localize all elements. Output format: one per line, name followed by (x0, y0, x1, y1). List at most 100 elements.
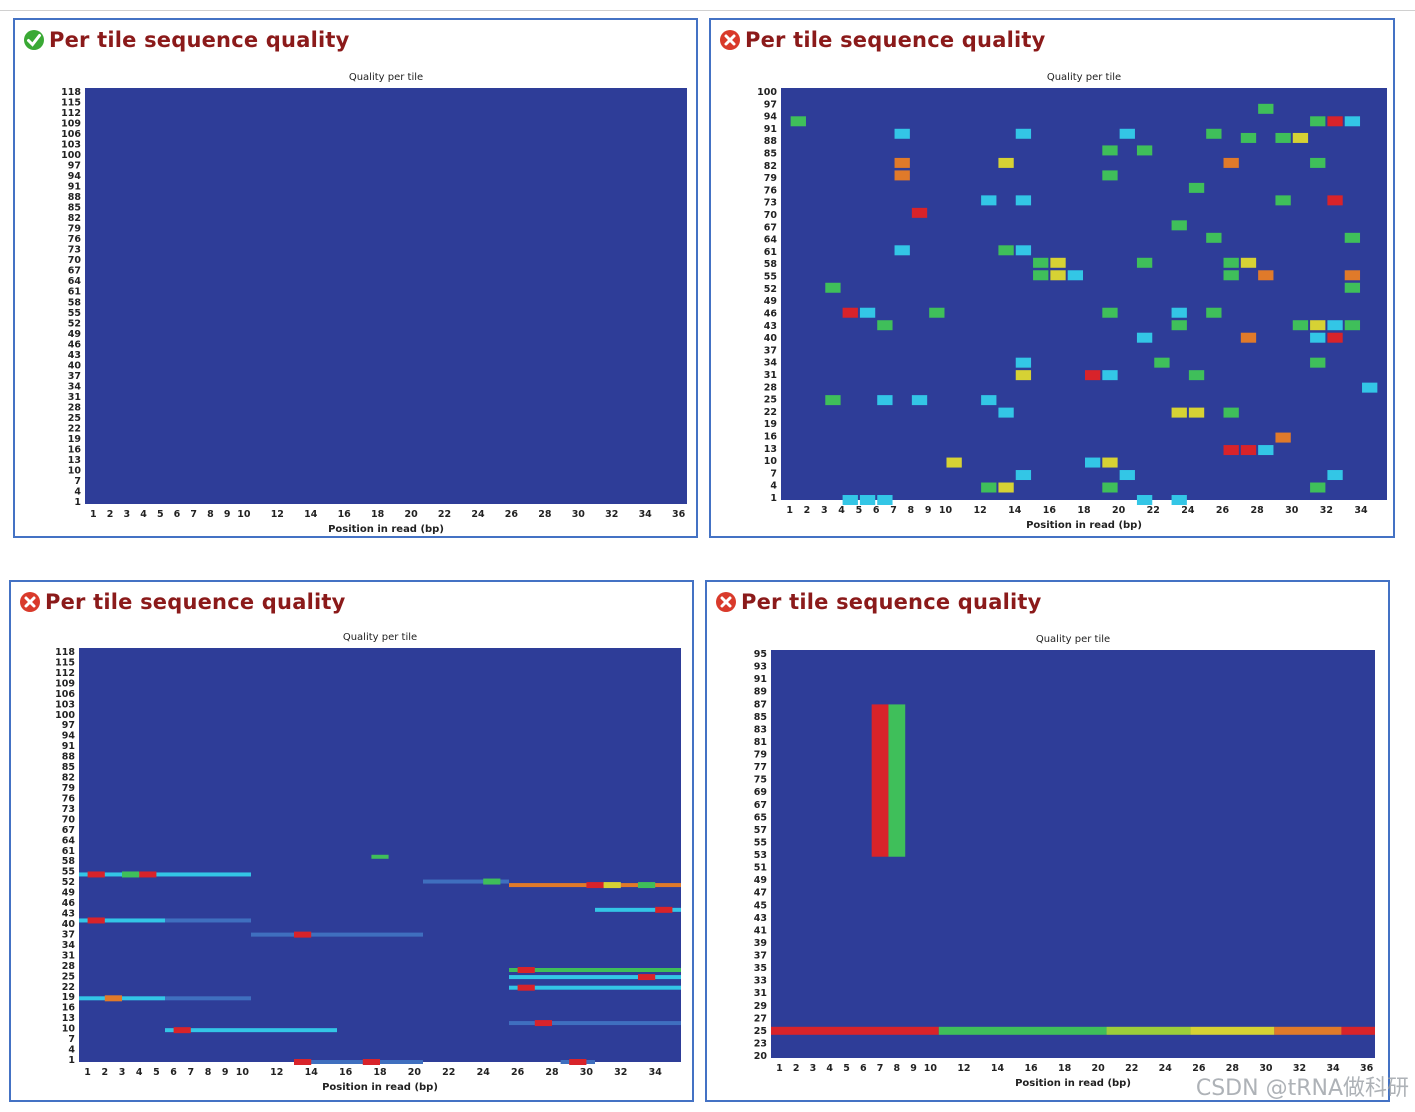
y-tick-label: 52 (68, 318, 81, 329)
y-tick-label: 51 (754, 863, 767, 874)
heat-cell (1119, 470, 1135, 481)
y-tick-label: 97 (764, 99, 777, 110)
y-tick-label: 25 (62, 971, 75, 982)
heat-cell (1223, 407, 1239, 418)
x-tick-label: 8 (207, 509, 214, 520)
x-tick-label: 32 (614, 1067, 627, 1078)
y-tick-label: 57 (754, 825, 767, 836)
y-tick-label: 40 (68, 360, 82, 371)
heat-band (509, 1021, 681, 1026)
y-tick-label: 88 (764, 136, 778, 147)
heat-cell (517, 967, 535, 973)
y-tick-label: 37 (62, 929, 75, 940)
y-tick-label: 76 (764, 185, 778, 196)
x-tick-label: 30 (1259, 1063, 1273, 1074)
y-tick-label: 79 (754, 750, 767, 761)
heat-cell (1085, 457, 1101, 468)
x-tick-label: 6 (174, 509, 181, 520)
y-tick-label: 31 (754, 988, 767, 999)
y-tick-label: 115 (55, 657, 75, 668)
panel-fail: Per tile sequence quality Quality per ti… (705, 580, 1390, 1102)
panel-header: Per tile sequence quality (19, 590, 346, 614)
y-tick-label: 43 (754, 913, 767, 924)
heat-cell (1258, 445, 1274, 456)
y-tick-label: 28 (68, 402, 82, 413)
x-tick-label: 2 (804, 505, 811, 516)
y-tick-label: 61 (62, 846, 75, 857)
heat-cell (1275, 195, 1291, 206)
heatmap-area (771, 650, 1375, 1058)
heat-cell (998, 482, 1014, 493)
x-tick-label: 1 (786, 505, 793, 516)
y-tick-label: 39 (754, 938, 767, 949)
y-tick-label: 27 (754, 1013, 767, 1024)
heat-band (509, 975, 681, 980)
y-tick-label: 16 (68, 444, 82, 455)
heat-cell (1275, 432, 1291, 443)
x-tick-label: 18 (371, 509, 385, 520)
heat-cell (894, 128, 910, 139)
heatmap-area (781, 88, 1387, 500)
y-tick-label: 52 (764, 284, 777, 295)
y-tick-label: 94 (62, 731, 76, 742)
heat-cell (569, 1059, 587, 1065)
x-tick-label: 4 (826, 1063, 833, 1074)
heat-cell (1258, 103, 1274, 114)
heat-cell (1050, 257, 1066, 268)
x-tick-label: 28 (545, 1067, 559, 1078)
y-tick-label: 4 (74, 486, 81, 497)
heat-band (595, 907, 681, 912)
x-tick-label: 2 (107, 509, 114, 520)
heat-cell (1344, 116, 1361, 127)
y-tick-label: 103 (55, 699, 75, 710)
x-tick-label: 8 (894, 1063, 901, 1074)
x-tick-label: 4 (136, 1067, 143, 1078)
y-tick-label: 34 (68, 381, 82, 392)
y-tick-label: 46 (68, 339, 82, 350)
y-tick-label: 55 (754, 837, 767, 848)
x-tick-label: 4 (140, 509, 147, 520)
x-tick-label: 9 (222, 1067, 229, 1078)
y-tick-label: 47 (754, 888, 767, 899)
y-tick-label: 25 (754, 1026, 767, 1037)
x-tick-label: 14 (1008, 505, 1022, 516)
heat-cell (1223, 257, 1239, 268)
y-tick-label: 85 (764, 149, 777, 160)
x-tick-label: 32 (1293, 1063, 1306, 1074)
heat-band (1274, 1026, 1342, 1035)
y-tick-label: 73 (68, 245, 81, 256)
heat-cell (1344, 270, 1361, 281)
heat-cell (362, 1059, 380, 1065)
heat-band (165, 918, 251, 923)
x-tick-label: 4 (838, 505, 845, 516)
heat-cell (877, 395, 893, 406)
heat-cell (294, 931, 312, 938)
y-tick-label: 16 (62, 1003, 76, 1014)
y-tick-label: 79 (62, 783, 75, 794)
y-tick-label: 64 (68, 276, 82, 287)
heat-cell (1102, 457, 1118, 468)
x-tick-label: 3 (821, 505, 828, 516)
chart-title: Quality per tile (343, 632, 417, 643)
y-tick-label: 31 (62, 950, 75, 961)
x-tick-label: 6 (873, 505, 880, 516)
heat-cell (1240, 132, 1257, 143)
y-tick-label: 112 (61, 108, 81, 119)
heat-cell (1206, 128, 1222, 139)
y-tick-label: 13 (764, 444, 777, 455)
x-tick-label: 28 (538, 509, 552, 520)
y-tick-label: 91 (68, 182, 81, 193)
heat-cell (1206, 307, 1222, 318)
y-tick-label: 70 (764, 210, 778, 221)
x-tick-label: 32 (605, 509, 618, 520)
heat-cell (1344, 320, 1361, 331)
x-tick-label: 1 (90, 509, 97, 520)
heat-cell (1033, 270, 1049, 281)
y-tick-label: 100 (55, 710, 75, 721)
heat-block (888, 704, 906, 857)
x-tick-label: 10 (939, 505, 953, 516)
watermark: CSDN @tRNA做科研 (1195, 1076, 1409, 1101)
y-tick-label: 55 (764, 272, 777, 283)
heat-cell (825, 282, 841, 293)
x-tick-label: 20 (404, 509, 418, 520)
